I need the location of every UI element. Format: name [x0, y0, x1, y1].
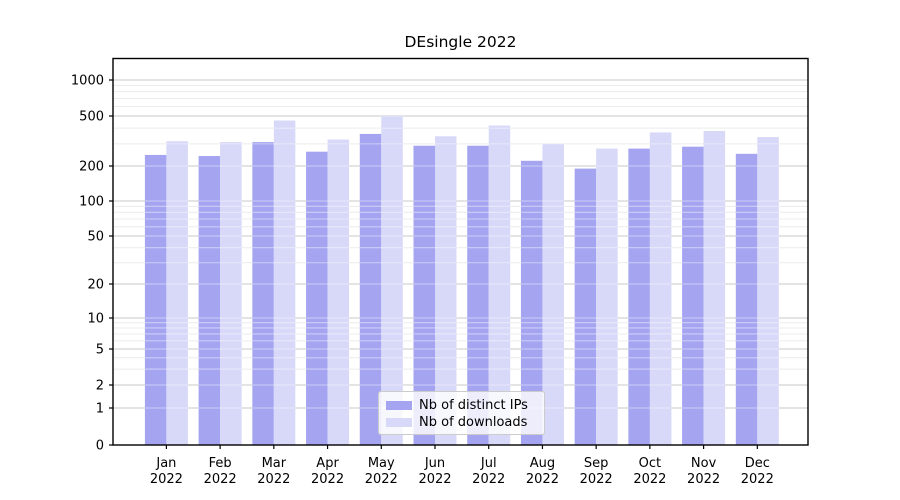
bar-downloads-jun: [435, 136, 457, 445]
bar-distinct-ips-apr: [306, 151, 328, 445]
bar-downloads-dec: [757, 137, 779, 445]
y-tick-label: 2: [96, 379, 104, 394]
x-tick-label-month: Jul: [480, 456, 497, 471]
x-tick-label-month: Oct: [639, 456, 661, 471]
legend-item-distinct-ips: Nb of distinct IPs: [386, 397, 544, 414]
x-tick-label-month: Nov: [691, 456, 717, 471]
x-tick-label-year: 2022: [365, 472, 398, 487]
x-tick-label-month: Sep: [584, 456, 609, 471]
bar-downloads-jul: [488, 125, 511, 445]
y-tick-label: 1: [96, 402, 104, 417]
x-tick-label-year: 2022: [150, 472, 183, 487]
y-tick-label: 50: [87, 230, 104, 245]
bar-distinct-ips-jul: [467, 145, 489, 445]
x-tick-label-month: Jan: [155, 456, 176, 471]
bar-downloads-sep: [596, 148, 618, 445]
bar-distinct-ips-may: [359, 133, 382, 445]
legend-item-downloads: Nb of downloads: [386, 414, 544, 431]
bar-downloads-jan: [166, 141, 188, 445]
x-tick-label-year: 2022: [311, 472, 344, 487]
x-tick-label-month: Aug: [530, 456, 555, 471]
bar-distinct-ips-aug: [520, 160, 543, 445]
bar-downloads-aug: [542, 143, 564, 446]
bar-distinct-ips-jan: [144, 154, 167, 445]
bar-downloads-mar: [273, 120, 296, 445]
legend-swatch-distinct-ips: [386, 401, 412, 410]
bar-distinct-ips-sep: [574, 168, 597, 445]
x-tick-label-month: Jun: [424, 456, 445, 471]
legend-swatch-downloads: [386, 418, 412, 427]
y-tick-label: 20: [87, 278, 104, 293]
x-tick-label-month: May: [368, 456, 395, 471]
x-tick-label-year: 2022: [741, 472, 774, 487]
x-tick-label-year: 2022: [580, 472, 613, 487]
y-tick-label: 0: [96, 439, 104, 454]
y-tick-label: 10: [87, 312, 104, 327]
x-tick-label-month: Dec: [745, 456, 770, 471]
y-tick-label: 200: [79, 160, 104, 175]
bar-downloads-oct: [649, 132, 672, 445]
bar-downloads-may: [381, 116, 403, 445]
y-tick-label: 100: [79, 195, 104, 210]
bar-distinct-ips-jun: [413, 145, 435, 445]
x-tick-label-year: 2022: [418, 472, 451, 487]
legend: Nb of distinct IPs Nb of downloads: [378, 391, 545, 435]
y-tick-label: 1000: [71, 74, 104, 89]
y-tick-label: 5: [96, 343, 104, 358]
plot-border: [112, 57, 809, 446]
bar-distinct-ips-nov: [682, 146, 704, 445]
x-tick-label-year: 2022: [472, 472, 505, 487]
bar-downloads-apr: [327, 139, 350, 445]
y-tick-label: 500: [79, 110, 104, 125]
x-tick-label-year: 2022: [687, 472, 720, 487]
x-tick-label-month: Apr: [316, 456, 339, 471]
bar-distinct-ips-feb: [198, 156, 221, 446]
x-tick-label-year: 2022: [526, 472, 559, 487]
bar-distinct-ips-oct: [628, 148, 650, 445]
bar-downloads-nov: [703, 130, 726, 446]
x-tick-label-year: 2022: [633, 472, 666, 487]
x-tick-label-month: Feb: [209, 456, 232, 471]
legend-label-downloads: Nb of downloads: [419, 415, 528, 430]
x-tick-label-year: 2022: [257, 472, 290, 487]
bar-distinct-ips-dec: [735, 153, 758, 445]
bar-downloads-feb: [220, 142, 242, 445]
bar-distinct-ips-mar: [252, 142, 274, 445]
x-tick-label-year: 2022: [204, 472, 237, 487]
x-tick-label-month: Mar: [262, 456, 287, 471]
legend-label-distinct-ips: Nb of distinct IPs: [419, 398, 528, 413]
chart-title: DEsingle 2022: [404, 33, 517, 51]
